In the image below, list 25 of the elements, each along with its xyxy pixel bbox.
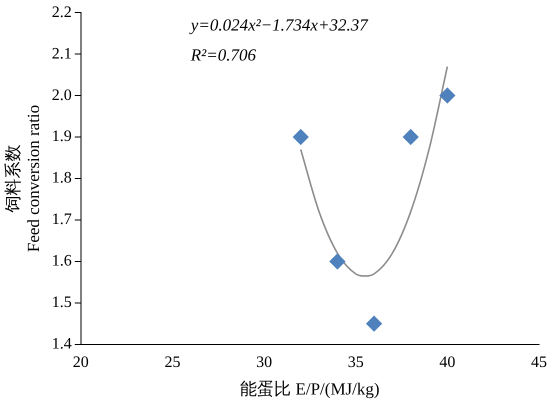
y-tick-label: 2.1: [52, 45, 72, 62]
y-axis-title: 饲料系数 Feed conversion ratio: [4, 104, 44, 252]
y-tick-label: 1.8: [52, 170, 72, 187]
y-tick-label: 2.0: [52, 86, 72, 104]
x-tick-label: 40: [439, 354, 456, 372]
y-tick-label: 1.4: [52, 336, 72, 353]
x-tick-label: 45: [531, 354, 547, 372]
x-axis-title: 能蛋比 E/P/(MJ/kg): [240, 379, 380, 398]
line-series: [300, 66, 448, 277]
point: [402, 129, 419, 145]
x-tick-label: 25: [164, 354, 180, 372]
y-tick-label: 1.6: [52, 252, 72, 270]
point: [366, 316, 382, 332]
y-tick-label: 1.7: [52, 211, 72, 228]
y-tick-label: 1.9: [52, 128, 72, 146]
y-tick-label: 1.5: [52, 294, 72, 312]
annotation: R²=0.706: [190, 46, 257, 65]
x-tick-label: 20: [72, 354, 89, 372]
y-tick-label: 2.2: [52, 4, 72, 21]
point: [330, 254, 346, 270]
x-tick-label: 30: [256, 354, 272, 372]
point: [292, 129, 309, 145]
x-tick-label: 35: [348, 354, 364, 372]
annotation: y=0.024x²−1.734x+32.37: [188, 16, 370, 35]
point: [440, 88, 456, 104]
